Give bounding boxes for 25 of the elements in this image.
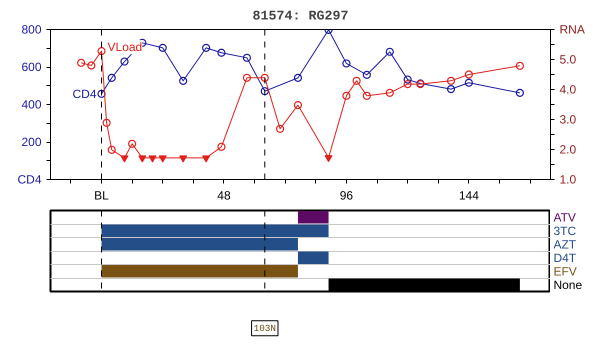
y2-tick-label: 5.0 <box>560 52 577 66</box>
y2-tick-label: 2.0 <box>560 142 577 156</box>
y2-tick-label: RNA <box>560 22 585 36</box>
y2-tick-label: 4.0 <box>560 82 577 96</box>
series-label: CD4 <box>72 86 97 101</box>
y-tick-label: EFV <box>553 264 577 278</box>
text: 103N <box>254 322 276 334</box>
y2-tick-label: 3.0 <box>560 112 577 126</box>
y-tick-label: D4T <box>553 250 577 265</box>
y-tick-label: ATV <box>553 210 576 224</box>
x-tick-label: BL <box>94 188 110 202</box>
y-tick-label: CD4 <box>17 172 42 186</box>
y-tick-label: 400 <box>21 98 42 112</box>
series-label: VLoad <box>108 40 142 54</box>
y-tick-label: 800 <box>21 22 42 36</box>
y-tick-label: None <box>553 278 582 292</box>
x-tick-label: 144 <box>458 188 480 202</box>
y2-tick-label: 1.0 <box>560 172 577 186</box>
y-tick-label: 3TC <box>553 224 576 238</box>
x-tick-label: 48 <box>217 188 231 202</box>
chart-title: 81574: RG297 <box>252 10 348 24</box>
x-tick-label: 96 <box>340 188 354 202</box>
y-tick-label: 600 <box>21 60 42 74</box>
y-tick-label: AZT <box>553 237 577 252</box>
y-tick-label: 200 <box>21 135 42 149</box>
